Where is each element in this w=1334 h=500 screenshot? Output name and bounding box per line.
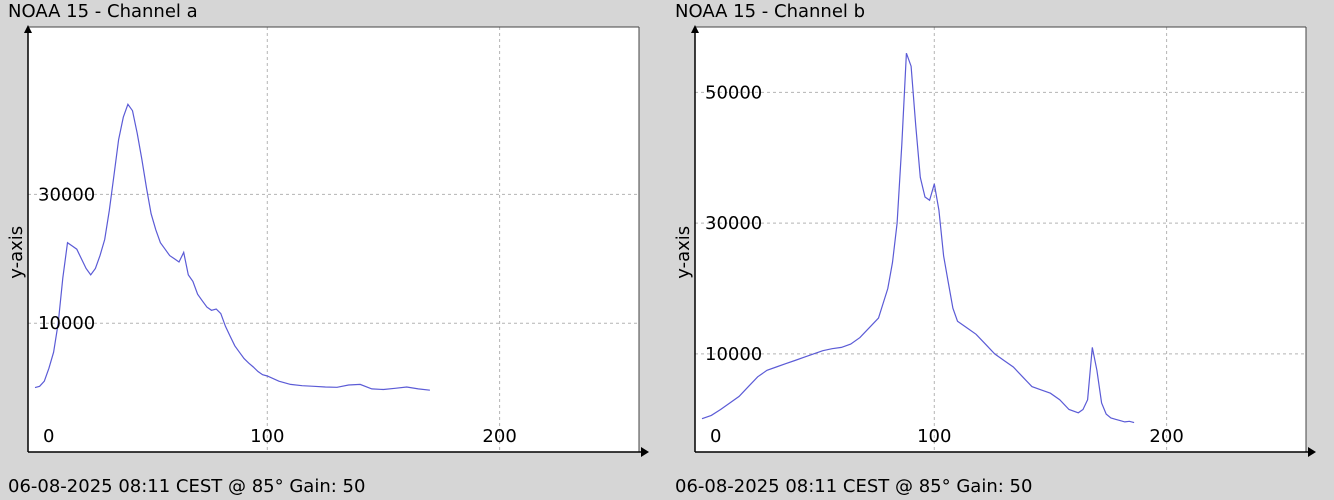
series-line	[701, 52, 1135, 424]
plot-area: 0 100 200 10000 30000 50000 y-axis	[673, 25, 1316, 457]
x-tick-label: 200	[482, 426, 516, 447]
chart-panel-channel-b: NOAA 15 - Channel b 0 100 200 10000 30000 500…	[667, 0, 1327, 500]
x-tick-label: 100	[917, 426, 951, 447]
y-tick-label: 10000	[38, 313, 95, 334]
y-tick-label: 10000	[705, 344, 762, 365]
x-axis-arrow	[641, 447, 649, 457]
y-axis-arrow	[691, 25, 699, 33]
x-tick-label: 0	[710, 426, 721, 447]
y-tick-label: 30000	[705, 213, 762, 234]
x-axis-arrow	[1308, 447, 1316, 457]
plot-background	[695, 27, 1306, 452]
y-tick-label: 30000	[38, 184, 95, 205]
chart-footer-timestamp: 06-08-2025 08:11 CEST @ 85° Gain: 50	[8, 476, 366, 497]
series-line	[34, 103, 430, 391]
y-axis-label: y-axis	[6, 226, 27, 279]
chart-footer-timestamp: 06-08-2025 08:11 CEST @ 85° Gain: 50	[675, 476, 1033, 497]
y-tick-label: 50000	[705, 82, 762, 103]
y-axis-label: y-axis	[673, 226, 694, 279]
x-tick-label: 200	[1149, 426, 1183, 447]
plot-background	[28, 27, 639, 452]
chart-panel-channel-a: NOAA 15 - Channel a 0 100 200 10000 30000 y-a…	[0, 0, 660, 500]
chart-title: NOAA 15 - Channel a	[8, 1, 198, 22]
x-tick-label: 0	[43, 426, 54, 447]
x-tick-label: 100	[250, 426, 284, 447]
chart-title: NOAA 15 - Channel b	[675, 1, 866, 22]
y-axis-arrow	[24, 25, 32, 33]
plot-area: 0 100 200 10000 30000 y-axis	[6, 25, 649, 457]
